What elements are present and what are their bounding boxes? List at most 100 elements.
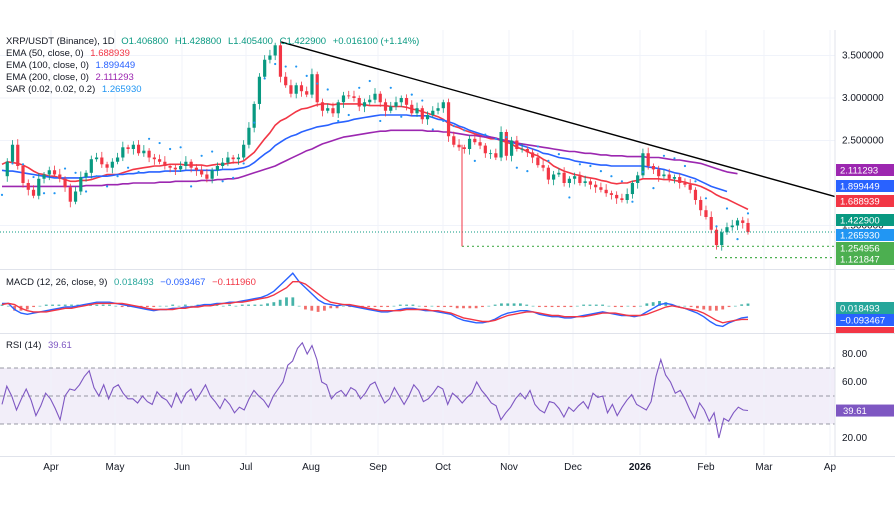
sar-dot: [284, 65, 287, 68]
symbol-legend[interactable]: XRP/USDT (Binance), 1D O1.406800 H1.4288…: [6, 36, 423, 48]
indicator-legend-ema50[interactable]: EMA (50, close, 0) 1.688939: [6, 48, 134, 60]
candle-body: [657, 169, 661, 177]
macd-histogram-bar: [25, 305, 29, 310]
symbol-pair[interactable]: XRP/USDT (Binance), 1D: [6, 36, 115, 47]
macd-histogram-bar: [114, 305, 118, 307]
candle-body: [189, 161, 193, 168]
macd-histogram-bar: [234, 305, 238, 307]
x-tick-label: Jul: [240, 462, 253, 473]
sar-dot: [410, 93, 413, 96]
candle-body: [368, 99, 372, 103]
sar-dot: [190, 185, 193, 188]
sar-dot: [683, 164, 687, 168]
macd-histogram-bar: [563, 305, 567, 308]
macd-histogram-bar: [550, 305, 554, 308]
candle-body: [210, 170, 214, 179]
candle-body: [257, 76, 262, 104]
sar-dot: [42, 192, 46, 195]
macd-histogram-bar: [417, 305, 421, 307]
sar-dot: [400, 115, 403, 118]
rsi-legend[interactable]: RSI (14) 39.61: [6, 340, 76, 352]
macd-histogram-bar: [259, 304, 263, 306]
sar-dot: [274, 62, 277, 66]
sar-dot: [746, 212, 750, 215]
candle-body: [147, 150, 151, 158]
candle-body: [252, 103, 256, 128]
macd-histogram-bar: [746, 303, 750, 306]
price-tag-label: 1.688939: [840, 197, 880, 208]
candle-body: [242, 144, 246, 158]
price-tag: [836, 180, 894, 192]
candle-body: [336, 102, 340, 114]
candle-body: [436, 108, 440, 111]
sar-dot: [389, 86, 392, 89]
macd-histogram-bar: [278, 299, 282, 306]
macd-histogram-bar: [721, 305, 725, 310]
candle-body: [693, 189, 698, 200]
candle-body: [494, 153, 498, 158]
candle-body: [525, 149, 529, 153]
candle-body: [58, 174, 62, 179]
candle-body: [599, 187, 603, 190]
ohlc-low: L1.405400: [228, 36, 273, 47]
indicator-legend-ema200[interactable]: EMA (200, close, 0) 2.111293: [6, 72, 138, 84]
candle-body: [425, 115, 430, 120]
rsi-pane[interactable]: [0, 341, 835, 439]
sar-dot: [662, 154, 666, 157]
sar-dot: [137, 170, 140, 174]
indicator-name: EMA (50, close, 0): [6, 48, 84, 59]
macd-histogram-bar: [740, 304, 744, 306]
macd-pane[interactable]: [0, 272, 750, 328]
indicator-legend-sar[interactable]: SAR (0.02, 0.02, 0.2) 1.265930: [6, 84, 146, 96]
pane-divider-rsi[interactable]: [0, 333, 895, 334]
macd-histogram-bar: [44, 304, 48, 306]
macd-histogram-bar: [120, 305, 124, 308]
indicator-legend-ema100[interactable]: EMA (100, close, 0) 1.899449: [6, 60, 139, 72]
macd-histogram-bar: [677, 305, 680, 307]
ema-line-ema-200: [2, 129, 738, 188]
x-tick-label: Apr: [43, 462, 59, 473]
candle-body: [509, 140, 514, 156]
candle-body: [452, 136, 456, 145]
candle-body: [478, 142, 482, 146]
macd-histogram-bar: [689, 305, 693, 308]
macd-legend[interactable]: MACD (12, 26, close, 9) 0.018493 −0.0934…: [6, 277, 260, 289]
sar-dot: [557, 153, 560, 156]
candle-body: [52, 170, 57, 175]
macd-histogram-bar: [424, 305, 427, 308]
candle-body: [5, 161, 9, 177]
pane-divider-macd[interactable]: [0, 269, 895, 270]
candle-body: [273, 45, 277, 56]
macd-histogram-bar: [95, 304, 99, 306]
macd-histogram-bar: [386, 305, 390, 308]
macd-histogram-bar: [733, 305, 737, 307]
macd-histogram-bar: [146, 305, 149, 308]
candle-body: [37, 178, 41, 196]
sar-dot: [74, 171, 77, 174]
macd-histogram-bar: [341, 305, 345, 307]
candle-body: [594, 184, 598, 188]
indicator-value: 1.688939: [90, 48, 130, 59]
macd-histogram-bar: [601, 304, 604, 306]
macd-histogram-bar: [32, 305, 36, 308]
grid-lines: [0, 30, 835, 455]
candle-body: [226, 157, 230, 163]
candle-body: [651, 166, 656, 170]
x-tick-label: Dec: [564, 462, 582, 473]
sar-dot: [358, 86, 361, 89]
sar-dot: [484, 133, 487, 136]
price-tick-label: 3.500000: [842, 51, 884, 62]
macd-histogram-bar: [645, 303, 649, 306]
pane-divider-time-axis: [0, 456, 895, 457]
candle-body: [630, 183, 635, 195]
candle-body: [678, 177, 682, 183]
macd-tag-label: 0.018493: [840, 304, 880, 315]
candle-body: [289, 85, 293, 94]
price-pane[interactable]: [0, 41, 836, 259]
candle-body: [625, 194, 629, 200]
macd-histogram-bar: [367, 305, 371, 308]
candle-body: [21, 166, 25, 183]
candle-body: [331, 108, 335, 114]
